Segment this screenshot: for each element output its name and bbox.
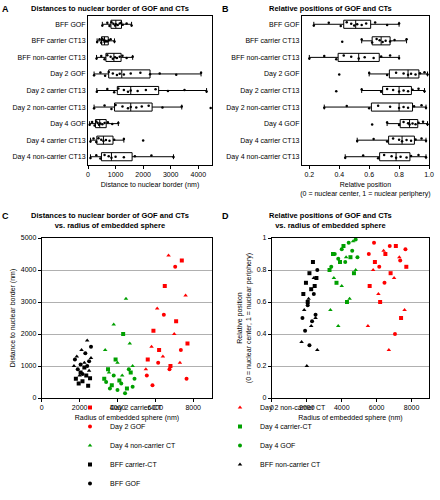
svg-text:Day 4 carrier-CT: Day 4 carrier-CT (260, 423, 312, 431)
svg-text:0.2: 0.2 (257, 362, 267, 369)
svg-text:0.8: 0.8 (257, 266, 267, 273)
svg-text:0: 0 (32, 394, 36, 401)
svg-text:Relative positions of GOF and: Relative positions of GOF and CTsvs. rad… (269, 211, 392, 230)
svg-text:1: 1 (263, 234, 267, 241)
svg-text:Day 2 non-carrier CT13: Day 2 non-carrier CT13 (12, 104, 85, 112)
svg-text:Day 2 GOF: Day 2 GOF (50, 70, 85, 78)
svg-text:0.8: 0.8 (394, 171, 404, 178)
svg-text:Day 4 non-carrier CT13: Day 4 non-carrier CT13 (226, 153, 299, 161)
svg-text:Relative position(0 = nuclear: Relative position(0 = nuclear center, 1 … (236, 253, 253, 383)
svg-text:1.0: 1.0 (424, 171, 434, 178)
svg-text:4000: 4000 (334, 404, 350, 411)
svg-text:0.6: 0.6 (364, 171, 374, 178)
svg-text:BFF GOF: BFF GOF (110, 480, 140, 487)
svg-text:BFF non-carrier CT13: BFF non-carrier CT13 (231, 54, 299, 61)
svg-text:Day 2 carrier CT13: Day 2 carrier CT13 (26, 87, 85, 95)
svg-text:BFF carrier CT13: BFF carrier CT13 (32, 37, 86, 44)
svg-text:4000: 4000 (21, 266, 37, 273)
svg-text:8000: 8000 (185, 404, 201, 411)
svg-text:Radius of embedded sphere (nm): Radius of embedded sphere (nm) (298, 414, 402, 422)
svg-text:1000: 1000 (21, 362, 37, 369)
svg-text:8000: 8000 (404, 404, 420, 411)
svg-text:Day 4 GOF: Day 4 GOF (260, 442, 295, 450)
svg-text:Distances to nuclear border of: Distances to nuclear border of GOF and C… (31, 4, 189, 13)
svg-text:Day 4 non-carrier CT13: Day 4 non-carrier CT13 (12, 153, 85, 161)
svg-text:Day 2 carrier-CT: Day 2 carrier-CT (110, 404, 162, 412)
svg-text:2000: 2000 (72, 404, 88, 411)
svg-text:Distance to nuclear border (nm: Distance to nuclear border (nm) (9, 269, 17, 367)
svg-text:BFF GOF: BFF GOF (269, 21, 299, 28)
svg-text:BFF non-carrier CT13: BFF non-carrier CT13 (18, 54, 86, 61)
svg-text:Radius of embedded sphere (nm): Radius of embedded sphere (nm) (75, 414, 179, 422)
svg-text:4000: 4000 (191, 171, 207, 178)
svg-text:B: B (222, 4, 229, 14)
svg-text:0: 0 (86, 171, 90, 178)
svg-text:0: 0 (263, 394, 267, 401)
svg-text:D: D (222, 211, 229, 221)
svg-text:0.4: 0.4 (334, 171, 344, 178)
svg-text:1000: 1000 (108, 171, 124, 178)
svg-text:BFF carrier-CT: BFF carrier-CT (110, 461, 157, 468)
svg-text:5000: 5000 (21, 234, 37, 241)
svg-text:Distance to nuclear border (nm: Distance to nuclear border (nm) (101, 181, 199, 189)
svg-text:0.6: 0.6 (257, 298, 267, 305)
svg-text:0.4: 0.4 (257, 330, 267, 337)
svg-text:A: A (2, 4, 9, 14)
svg-text:BFF non-carrier CT: BFF non-carrier CT (260, 461, 321, 468)
svg-text:BFF GOF: BFF GOF (55, 21, 85, 28)
svg-text:Day 4 carrier CT13: Day 4 carrier CT13 (26, 137, 85, 145)
svg-text:Day 4 carrier CT13: Day 4 carrier CT13 (240, 137, 299, 145)
svg-text:Day 2 carrier CT13: Day 2 carrier CT13 (240, 87, 299, 95)
svg-text:Day 2 GOF: Day 2 GOF (264, 70, 299, 78)
svg-text:C: C (2, 211, 9, 221)
svg-text:Day 4 non-carrier CT: Day 4 non-carrier CT (110, 442, 176, 450)
svg-text:0: 0 (40, 404, 44, 411)
svg-text:Day 2 non-carrier CT13: Day 2 non-carrier CT13 (226, 104, 299, 112)
svg-text:6000: 6000 (369, 404, 385, 411)
svg-text:2000: 2000 (21, 330, 37, 337)
svg-text:3000: 3000 (163, 171, 179, 178)
svg-text:Day 2 GOF: Day 2 GOF (110, 423, 145, 431)
svg-text:0.2: 0.2 (304, 171, 314, 178)
svg-text:BFF carrier CT13: BFF carrier CT13 (245, 37, 299, 44)
svg-text:Day 2 non-carrier CT: Day 2 non-carrier CT (260, 404, 326, 412)
svg-text:Relative positions of GOF and: Relative positions of GOF and CTs (269, 4, 392, 13)
svg-text:Day 4 GOF: Day 4 GOF (264, 120, 299, 128)
svg-text:2000: 2000 (135, 171, 151, 178)
svg-text:Relative position(0 = nuclear: Relative position(0 = nuclear center, 1 … (300, 181, 430, 198)
svg-text:Distances to nuclear border of: Distances to nuclear border of GOF and C… (31, 211, 189, 230)
svg-text:3000: 3000 (21, 298, 37, 305)
svg-text:Day 4 GOF: Day 4 GOF (50, 120, 85, 128)
